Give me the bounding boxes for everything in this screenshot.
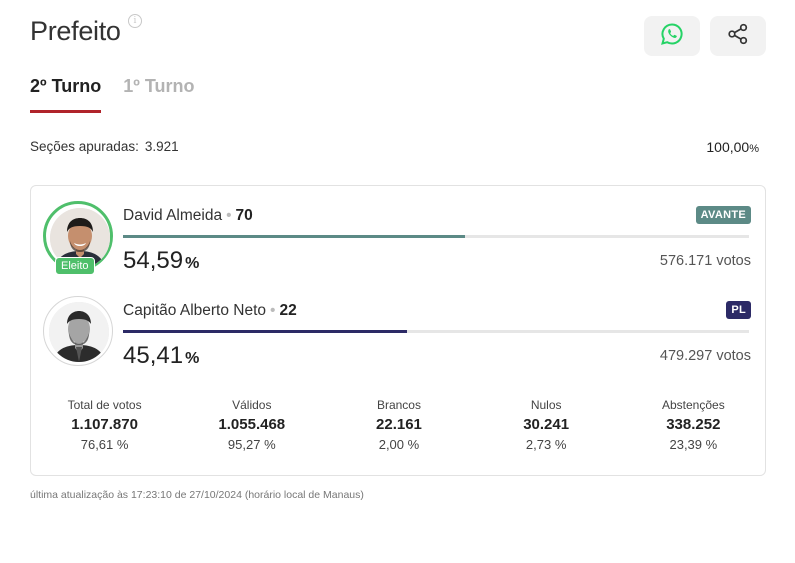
candidate-photo-frame <box>43 296 113 366</box>
tab-first-round[interactable]: 1º Turno <box>123 76 195 96</box>
candidate-name-text: Capitão Alberto Neto <box>123 302 267 319</box>
stat-label: Total de votos <box>67 398 142 412</box>
share-button[interactable] <box>710 16 766 56</box>
stat-abstentions: Abstenções 338.252 23,39 % <box>620 398 767 452</box>
candidate-number: 22 <box>279 302 297 319</box>
avatar <box>49 302 109 362</box>
counted-percent: 100,00% <box>706 139 759 155</box>
stat-percent: 23,39 % <box>669 437 718 452</box>
stat-total-votes: Total de votos 1.107.870 76,61 % <box>31 398 178 452</box>
vote-bar-fill <box>123 330 408 333</box>
candidate-name-text: David Almeida <box>123 207 223 224</box>
vote-bar <box>123 235 749 238</box>
candidate-percent-symbol: % <box>185 350 200 367</box>
candidate-votes: 576.171 votos <box>659 253 751 269</box>
stat-label: Válidos <box>232 398 272 412</box>
share-icon <box>727 23 749 50</box>
tab-second-round[interactable]: 2º Turno <box>30 76 102 113</box>
vote-bar-fill <box>123 235 465 238</box>
stat-label: Abstenções <box>661 398 725 412</box>
whatsapp-icon <box>660 22 684 51</box>
sections-label: Seções apuradas: <box>30 139 139 154</box>
party-badge: PL <box>726 301 751 319</box>
stat-valid-votes: Válidos 1.055.468 95,27 % <box>178 398 325 452</box>
candidate-name: David Almeida • 70 <box>123 207 253 225</box>
candidate-percent-value: 45,41 <box>123 342 184 369</box>
separator-dot: • <box>226 207 232 224</box>
stat-value: 338.252 <box>666 416 721 433</box>
stat-percent: 2,73 % <box>525 437 567 452</box>
stat-value: 1.055.468 <box>218 416 286 433</box>
counted-percent-value: 100,00 <box>706 139 750 155</box>
stat-null-votes: Nulos 30.241 2,73 % <box>473 398 620 452</box>
candidate-name: Capitão Alberto Neto • 22 <box>123 302 297 320</box>
stat-value: 30.241 <box>523 416 570 433</box>
stat-value: 22.161 <box>376 416 422 433</box>
sections-counted: Seções apuradas: 3.921 <box>30 139 179 154</box>
stat-blank-votes: Brancos 22.161 2,00 % <box>325 398 472 452</box>
candidate-votes: 479.297 votos <box>659 348 751 364</box>
candidate-percent-symbol: % <box>185 255 200 272</box>
elected-badge: Eleito <box>55 257 95 275</box>
round-tabs: 2º Turno 1º Turno <box>30 76 195 113</box>
last-updated: última atualização às 17:23:10 de 27/10/… <box>30 489 364 501</box>
counted-percent-symbol: % <box>749 143 759 155</box>
stat-percent: 2,00 % <box>378 437 420 452</box>
vote-stats: Total de votos 1.107.870 76,61 % Válidos… <box>31 398 767 452</box>
sections-value: 3.921 <box>144 139 179 154</box>
stat-label: Brancos <box>376 398 421 412</box>
party-badge: AVANTE <box>695 206 751 224</box>
stat-percent: 76,61 % <box>80 437 129 452</box>
candidate-percent-value: 54,59 <box>123 247 184 274</box>
stat-value: 1.107.870 <box>71 416 138 433</box>
candidate-percent: 54,59% <box>123 247 199 275</box>
stat-percent: 95,27 % <box>227 437 276 452</box>
info-icon[interactable]: i <box>128 14 142 28</box>
results-card: Eleito David Almeida • 70 AVANTE 54,59% 57… <box>30 185 766 476</box>
separator-dot: • <box>270 302 276 319</box>
candidate-number: 70 <box>235 207 253 224</box>
candidate-row: Eleito David Almeida • 70 AVANTE 54,59% 57… <box>31 201 767 291</box>
candidate-percent: 45,41% <box>123 342 199 370</box>
vote-bar <box>123 330 749 333</box>
whatsapp-share-button[interactable] <box>644 16 700 56</box>
candidate-row: Capitão Alberto Neto • 22 PL 45,41% 479.29… <box>31 296 767 386</box>
stat-label: Nulos <box>530 398 562 412</box>
page-title: Prefeito <box>30 16 121 46</box>
